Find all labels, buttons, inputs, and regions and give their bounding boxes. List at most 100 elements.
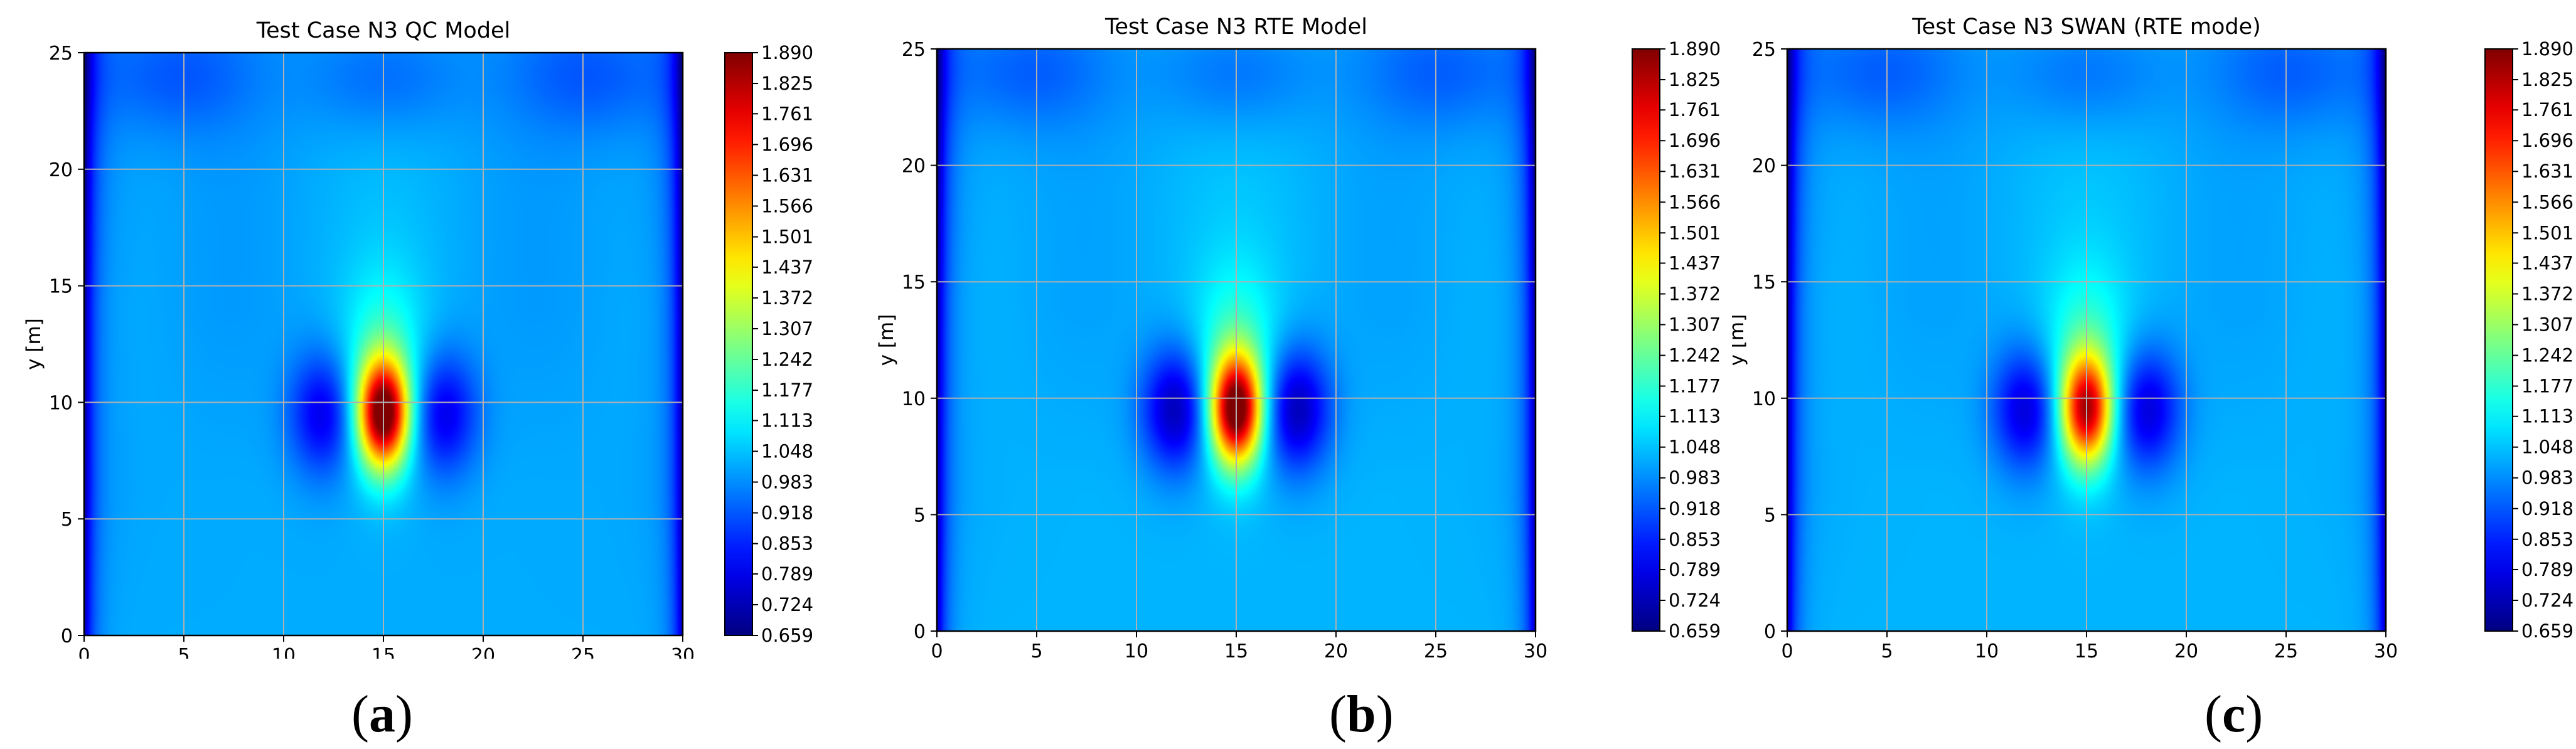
colorbar-tick-label: 1.825 — [1669, 69, 1721, 90]
y-tick-label: 25 — [1752, 39, 1776, 61]
x-tick-label: 30 — [2374, 640, 2398, 659]
subfigure-label: (b) — [1329, 685, 1394, 743]
colorbar-tick-label: 1.761 — [2521, 99, 2573, 120]
colorbar-tick-label: 1.696 — [2521, 130, 2573, 151]
colorbar-tick-label: 1.113 — [2521, 406, 2573, 427]
colorbar-tick-label: 0.789 — [2521, 559, 2573, 580]
colorbar-tick-label: 1.501 — [2521, 222, 2573, 243]
colorbar-tick-label: 0.853 — [2521, 529, 2573, 550]
y-tick-label: 15 — [902, 272, 926, 294]
colorbar-tick-label: 1.631 — [2521, 161, 2573, 182]
y-axis-label: y [m] — [23, 318, 45, 370]
subfigure-label: (a) — [351, 685, 413, 743]
colorbar-tick-label: 1.890 — [2521, 38, 2573, 60]
y-tick-label: 15 — [1752, 272, 1776, 294]
x-tick-label: 30 — [671, 645, 695, 659]
colorbar-tick-label: 1.177 — [761, 380, 813, 401]
colorbar-tick-label: 1.825 — [2521, 69, 2573, 90]
subfigure-letter: c — [2221, 685, 2246, 743]
colorbar-tick-label: 1.696 — [761, 134, 813, 155]
colorbar-tick-label: 1.113 — [1669, 406, 1721, 427]
x-tick-label: 0 — [1781, 640, 1793, 659]
colorbar-tick-label: 1.372 — [761, 287, 813, 309]
panel-c: 0510152025300510152025x [m]y [m]Test Cas… — [1732, 0, 2576, 749]
x-tick-label: 30 — [1524, 640, 1547, 659]
colorbar-tick-label: 1.372 — [1669, 283, 1721, 304]
colorbar-tick-label: 0.659 — [2521, 620, 2573, 642]
subfigure-label: (c) — [2205, 685, 2263, 743]
y-tick-label: 0 — [1764, 621, 1776, 643]
y-tick-label: 20 — [1752, 156, 1776, 178]
x-tick-label: 0 — [78, 645, 90, 659]
x-tick-label: 25 — [2274, 640, 2298, 659]
y-tick-label: 0 — [914, 621, 926, 643]
colorbar-tick-label: 1.566 — [1669, 191, 1721, 213]
colorbar-tick-label: 0.724 — [761, 594, 813, 615]
y-tick-label: 25 — [902, 39, 926, 61]
chart-title: Test Case N3 SWAN (RTE mode) — [1911, 14, 2261, 40]
heatmap-chart: 0510152025300510152025x [m]y [m]Test Cas… — [23, 18, 813, 659]
x-tick-label: 5 — [1881, 640, 1893, 659]
colorbar-tick-label: 1.890 — [761, 42, 813, 63]
colorbar-tick-label: 1.048 — [1669, 437, 1721, 458]
colorbar-tick-label: 1.177 — [2521, 376, 2573, 397]
colorbar-tick-label: 1.372 — [2521, 283, 2573, 304]
x-tick-label: 15 — [1224, 640, 1248, 659]
colorbar-tick-label: 1.437 — [761, 257, 813, 278]
colorbar-tick-label: 1.501 — [1669, 222, 1721, 243]
y-tick-label: 5 — [914, 504, 926, 526]
colorbar-tick-label: 1.631 — [761, 164, 813, 186]
y-tick-label: 0 — [61, 625, 73, 647]
colorbar-tick-label: 0.853 — [761, 533, 813, 555]
x-tick-label: 10 — [1125, 640, 1148, 659]
colorbar-tick-label: 1.761 — [761, 103, 813, 124]
y-tick-label: 10 — [49, 392, 73, 414]
colorbar-tick-label: 1.307 — [2521, 314, 2573, 335]
colorbar-tick-label: 0.918 — [1669, 498, 1721, 519]
y-tick-label: 15 — [49, 276, 73, 298]
colorbar-tick-label: 1.242 — [2521, 345, 2573, 366]
y-tick-label: 20 — [902, 156, 926, 178]
colorbar-tick-label: 1.048 — [2521, 437, 2573, 458]
colorbar-tick-label: 1.825 — [761, 73, 813, 94]
x-tick-label: 10 — [272, 645, 296, 659]
colorbar-tick-label: 0.724 — [1669, 590, 1721, 611]
y-tick-label: 20 — [49, 159, 73, 181]
chart-title: Test Case N3 RTE Model — [1104, 14, 1367, 40]
colorbar-tick-label: 1.307 — [761, 318, 813, 339]
colorbar-tick-label: 0.983 — [1669, 467, 1721, 489]
colorbar-tick-label: 1.437 — [1669, 252, 1721, 274]
y-axis-label: y [m] — [1732, 314, 1748, 366]
colorbar-tick-label: 1.631 — [1669, 161, 1721, 182]
y-axis-label: y [m] — [875, 314, 898, 366]
x-tick-label: 15 — [371, 645, 395, 659]
x-tick-label: 0 — [931, 640, 943, 659]
colorbar-tick-label: 0.918 — [2521, 498, 2573, 519]
y-tick-label: 10 — [902, 388, 926, 410]
x-tick-label: 20 — [471, 645, 495, 659]
colorbar-tick-label: 1.307 — [1669, 314, 1721, 335]
colorbar-tick-label: 1.566 — [2521, 191, 2573, 213]
colorbar-tick-label: 1.566 — [761, 196, 813, 217]
heatmap-chart: 0510152025300510152025x [m]y [m]Test Cas… — [1732, 14, 2573, 659]
colorbar — [724, 52, 753, 636]
panel-b: 0510152025300510152025x [m]y [m]Test Cas… — [868, 0, 1728, 749]
y-tick-label: 10 — [1752, 388, 1776, 410]
x-tick-label: 10 — [1975, 640, 1999, 659]
colorbar-tick-label: 0.659 — [1669, 620, 1721, 642]
panel-a: 0510152025300510152025x [m]y [m]Test Cas… — [0, 0, 860, 749]
x-tick-label: 5 — [1030, 640, 1042, 659]
heatmap-chart: 0510152025300510152025x [m]y [m]Test Cas… — [875, 14, 1721, 659]
x-tick-label: 25 — [1424, 640, 1448, 659]
colorbar — [2484, 48, 2513, 632]
colorbar-tick-label: 0.789 — [1669, 559, 1721, 580]
y-tick-label: 5 — [1764, 504, 1776, 526]
x-tick-label: 15 — [2075, 640, 2098, 659]
colorbar-tick-label: 1.890 — [1669, 38, 1721, 60]
chart-title: Test Case N3 QC Model — [256, 18, 511, 43]
x-tick-label: 25 — [571, 645, 595, 659]
colorbar-tick-label: 1.437 — [2521, 252, 2573, 274]
colorbar-tick-label: 1.177 — [1669, 376, 1721, 397]
colorbar-tick-label: 1.048 — [761, 440, 813, 462]
x-tick-label: 20 — [1324, 640, 1348, 659]
